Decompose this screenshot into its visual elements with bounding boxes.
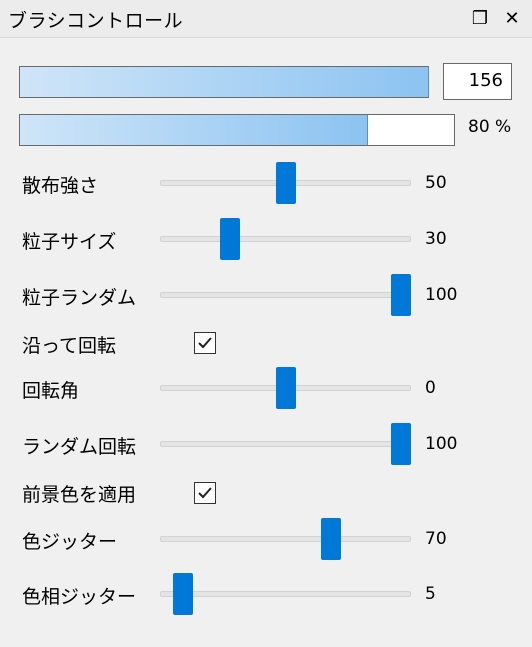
rotation-angle-value: 0 xyxy=(425,378,436,398)
rotation-angle-label: 回転角 xyxy=(22,380,80,402)
brush-opacity-fill xyxy=(20,115,369,145)
particle-size-value: 30 xyxy=(425,229,447,249)
rotate-along-label: 沿って回転 xyxy=(22,335,117,357)
particle-size-thumb[interactable] xyxy=(220,218,241,260)
color-jitter-slider[interactable] xyxy=(160,536,411,542)
random-rotation-slider[interactable] xyxy=(160,441,411,447)
brush-opacity-value: 80 % xyxy=(468,117,512,137)
color-jitter-value: 70 xyxy=(425,529,447,549)
hue-jitter-thumb[interactable] xyxy=(172,573,193,615)
scatter-strength-thumb[interactable] xyxy=(275,162,296,204)
particle-size-label: 粒子サイズ xyxy=(22,231,117,253)
apply-foreground-checkbox[interactable] xyxy=(194,482,216,504)
scatter-strength-value: 50 xyxy=(425,173,447,193)
hue-jitter-label: 色相ジッター xyxy=(22,586,137,608)
scatter-strength-label: 散布強さ xyxy=(22,175,99,197)
particle-size-slider[interactable] xyxy=(160,236,411,242)
close-icon[interactable]: ✕ xyxy=(504,7,520,29)
checkmark-icon xyxy=(198,337,212,349)
brush-size-fill xyxy=(20,67,429,97)
float-window-icon[interactable]: ❐ xyxy=(471,7,489,29)
particle-random-value: 100 xyxy=(425,285,458,305)
hue-jitter-value: 5 xyxy=(425,584,436,604)
checkmark-icon xyxy=(198,487,212,499)
particle-random-thumb[interactable] xyxy=(390,274,411,316)
apply-foreground-label: 前景色を適用 xyxy=(22,484,137,506)
brush-size-bar[interactable] xyxy=(19,66,429,98)
brush-size-input[interactable]: 156 xyxy=(443,63,512,100)
rotation-angle-thumb[interactable] xyxy=(275,367,296,409)
color-jitter-label: 色ジッター xyxy=(22,531,118,553)
random-rotation-value: 100 xyxy=(425,434,458,454)
panel-title: ブラシコントロール xyxy=(8,10,184,32)
particle-random-label: 粒子ランダム xyxy=(22,287,137,309)
hue-jitter-slider[interactable] xyxy=(160,591,411,597)
panel-titlebar: ブラシコントロール ❐ ✕ xyxy=(0,0,532,38)
brush-opacity-bar[interactable] xyxy=(19,114,455,146)
color-jitter-thumb[interactable] xyxy=(320,518,341,560)
rotate-along-checkbox[interactable] xyxy=(194,332,216,354)
random-rotation-thumb[interactable] xyxy=(390,423,411,465)
particle-random-slider[interactable] xyxy=(160,292,411,298)
random-rotation-label: ランダム回転 xyxy=(22,436,137,458)
